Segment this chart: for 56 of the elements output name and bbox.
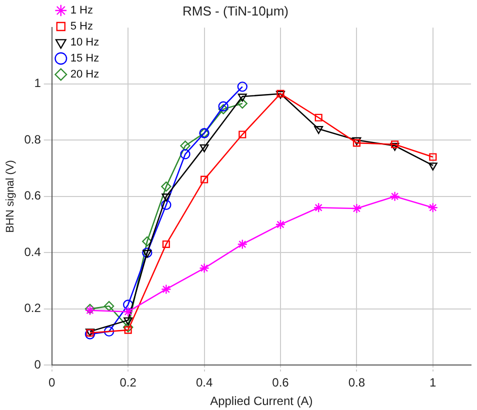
point xyxy=(104,301,114,312)
point xyxy=(237,239,248,250)
point xyxy=(313,202,324,213)
legend-label: 5 Hz xyxy=(70,20,94,33)
x-tick-label: 0.6 xyxy=(272,376,290,390)
point xyxy=(237,82,248,92)
point xyxy=(122,322,134,332)
point xyxy=(161,181,172,192)
point xyxy=(104,326,114,337)
point xyxy=(180,140,190,151)
point xyxy=(275,219,286,230)
point xyxy=(314,126,324,134)
legend-label: 20 Hz xyxy=(70,68,100,81)
point xyxy=(352,203,362,214)
point xyxy=(122,300,134,310)
x-tick-label: 1 xyxy=(430,376,437,390)
point xyxy=(218,101,228,112)
point xyxy=(429,153,437,161)
point xyxy=(237,98,248,109)
point xyxy=(124,317,133,326)
legend-label: 1 Hz xyxy=(70,4,94,17)
y-tick-label: 0.4 xyxy=(24,244,42,259)
point xyxy=(238,130,246,138)
x-tick-label: 0 xyxy=(48,376,56,390)
x-tick-label: 0.4 xyxy=(196,376,213,390)
legend-label: 10 Hz xyxy=(70,36,100,49)
point xyxy=(180,149,190,160)
point xyxy=(122,306,134,317)
point xyxy=(391,140,399,148)
y-axis-title: BHN signal (V) xyxy=(4,160,17,233)
chart-title: RMS - (TiN-10μm) xyxy=(182,3,288,18)
point xyxy=(199,263,210,274)
point xyxy=(200,176,208,184)
x-tick-label: 0.2 xyxy=(120,376,137,390)
y-tick-label: 1 xyxy=(34,76,42,90)
y-tick-label: 0.6 xyxy=(24,188,42,203)
y-tick-label: 0 xyxy=(34,358,42,372)
y-tick-label: 0.8 xyxy=(24,132,42,146)
point xyxy=(162,194,171,202)
point xyxy=(218,104,228,114)
point xyxy=(142,236,152,247)
point xyxy=(161,200,172,210)
point xyxy=(428,202,438,213)
x-tick-label: 0.8 xyxy=(348,376,366,390)
point xyxy=(390,142,400,151)
y-tick-label: 0.2 xyxy=(24,301,42,316)
point xyxy=(390,191,400,202)
point xyxy=(124,326,132,334)
point xyxy=(200,144,209,152)
point xyxy=(161,284,172,294)
point xyxy=(314,114,322,122)
point xyxy=(162,240,170,248)
legend-label: 15 Hz xyxy=(70,52,100,65)
point xyxy=(238,94,247,102)
point xyxy=(428,162,438,171)
x-axis-title: Applied Current (A) xyxy=(210,394,313,408)
